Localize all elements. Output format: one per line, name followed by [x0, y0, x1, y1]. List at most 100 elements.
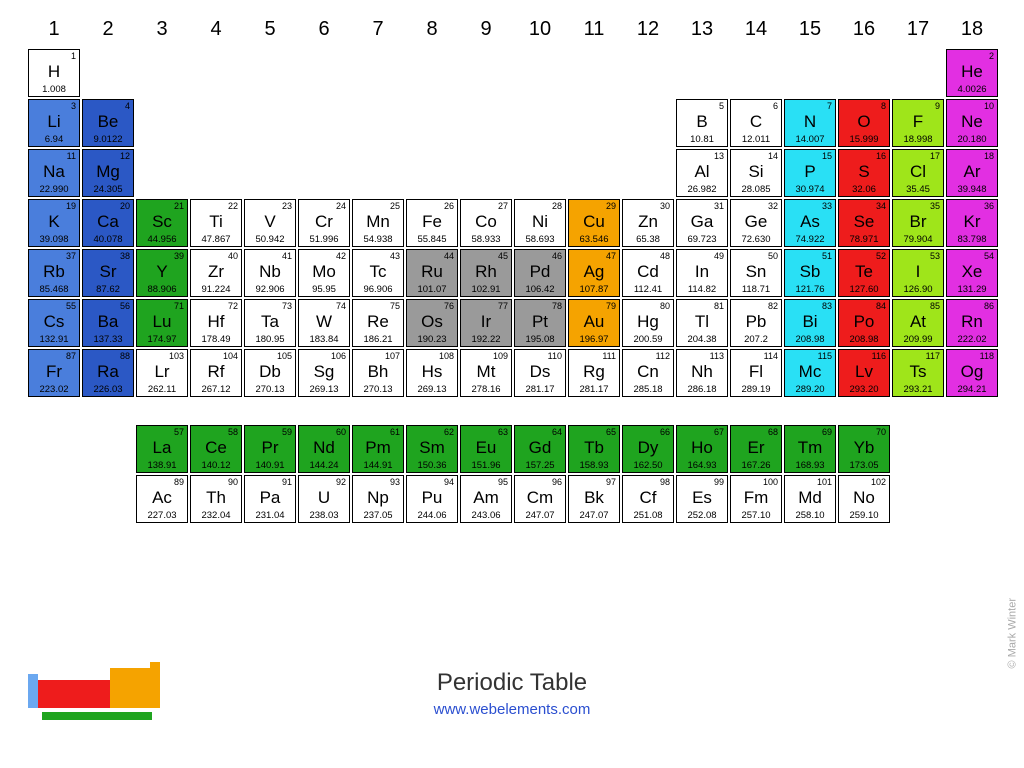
element-Ac: 89Ac227.03 — [136, 475, 188, 523]
element-symbol: Se — [839, 213, 889, 230]
element-Y: 39Y88.906 — [136, 249, 188, 297]
atomic-weight: 121.76 — [785, 285, 835, 295]
atomic-number: 53 — [930, 252, 940, 261]
element-symbol: Ar — [947, 163, 997, 180]
element-symbol: Lv — [839, 363, 889, 380]
atomic-weight: 281.17 — [515, 385, 565, 395]
element-symbol: Sn — [731, 263, 781, 280]
atomic-number: 37 — [66, 252, 76, 261]
atomic-number: 12 — [120, 152, 130, 161]
atomic-number: 47 — [606, 252, 616, 261]
atomic-weight: 183.84 — [299, 335, 349, 345]
atomic-number: 30 — [660, 202, 670, 211]
atomic-weight: 65.38 — [623, 235, 673, 245]
element-symbol: U — [299, 489, 349, 506]
atomic-weight: 204.38 — [677, 335, 727, 345]
lanthanide-row: 57La138.9158Ce140.1259Pr140.9160Nd144.24… — [136, 425, 1000, 473]
element-Fr: 87Fr223.02 — [28, 349, 80, 397]
element-Pu: 94Pu244.06 — [406, 475, 458, 523]
period-row-5: 37Rb85.46838Sr87.6239Y88.90640Zr91.22441… — [28, 249, 1000, 297]
element-symbol: Cu — [569, 213, 619, 230]
atomic-weight: 144.91 — [353, 461, 403, 471]
element-Ds: 110Ds281.17 — [514, 349, 566, 397]
atomic-weight: 74.922 — [785, 235, 835, 245]
element-Lv: 116Lv293.20 — [838, 349, 890, 397]
atomic-number: 36 — [984, 202, 994, 211]
atomic-weight: 26.982 — [677, 185, 727, 195]
element-symbol: Pr — [245, 439, 295, 456]
element-symbol: Bh — [353, 363, 403, 380]
element-Br: 35Br79.904 — [892, 199, 944, 247]
element-symbol: Nh — [677, 363, 727, 380]
element-Ho: 67Ho164.93 — [676, 425, 728, 473]
element-Cf: 98Cf251.08 — [622, 475, 674, 523]
period-row-3: 11Na22.99012Mg24.30513Al26.98214Si28.085… — [28, 149, 1000, 197]
atomic-weight: 112.41 — [623, 285, 673, 295]
element-Ra: 88Ra226.03 — [82, 349, 134, 397]
atomic-weight: 85.468 — [29, 285, 79, 295]
element-symbol: Nb — [245, 263, 295, 280]
element-Cr: 24Cr51.996 — [298, 199, 350, 247]
atomic-number: 67 — [714, 428, 724, 437]
element-symbol: Kr — [947, 213, 997, 230]
f-block: 57La138.9158Ce140.1259Pr140.9160Nd144.24… — [28, 425, 1000, 523]
atomic-weight: 92.906 — [245, 285, 295, 295]
atomic-weight: 231.04 — [245, 511, 295, 521]
period-row-6: 55Cs132.9156Ba137.3371Lu174.9772Hf178.49… — [28, 299, 1000, 347]
atomic-number: 54 — [984, 252, 994, 261]
atomic-weight: 164.93 — [677, 461, 727, 471]
element-O: 8O15.999 — [838, 99, 890, 147]
atomic-weight: 47.867 — [191, 235, 241, 245]
atomic-number: 89 — [174, 478, 184, 487]
atomic-weight: 12.011 — [731, 135, 781, 145]
element-symbol: Mg — [83, 163, 133, 180]
atomic-weight: 15.999 — [839, 135, 889, 145]
element-Eu: 63Eu151.96 — [460, 425, 512, 473]
atomic-weight: 200.59 — [623, 335, 673, 345]
atomic-number: 44 — [444, 252, 454, 261]
atomic-number: 64 — [552, 428, 562, 437]
atomic-weight: 209.99 — [893, 335, 943, 345]
element-No: 102No259.10 — [838, 475, 890, 523]
element-symbol: W — [299, 313, 349, 330]
group-label-7: 7 — [352, 18, 404, 41]
element-symbol: Dy — [623, 439, 673, 456]
element-Os: 76Os190.23 — [406, 299, 458, 347]
element-Ta: 73Ta180.95 — [244, 299, 296, 347]
element-Re: 75Re186.21 — [352, 299, 404, 347]
element-Ru: 44Ru101.07 — [406, 249, 458, 297]
element-symbol: Sr — [83, 263, 133, 280]
atomic-weight: 55.845 — [407, 235, 457, 245]
element-symbol: Fr — [29, 363, 79, 380]
element-Al: 13Al26.982 — [676, 149, 728, 197]
element-P: 15P30.974 — [784, 149, 836, 197]
atomic-number: 11 — [67, 152, 76, 161]
element-symbol: Sg — [299, 363, 349, 380]
element-symbol: Db — [245, 363, 295, 380]
group-label-9: 9 — [460, 18, 512, 41]
element-Si: 14Si28.085 — [730, 149, 782, 197]
atomic-number: 107 — [385, 352, 400, 361]
atomic-number: 17 — [930, 152, 940, 161]
element-Hs: 108Hs269.13 — [406, 349, 458, 397]
atomic-number: 102 — [871, 478, 886, 487]
element-B: 5B10.81 — [676, 99, 728, 147]
atomic-weight: 244.06 — [407, 511, 457, 521]
atomic-number: 2 — [989, 52, 994, 61]
atomic-number: 103 — [169, 352, 184, 361]
element-symbol: Rf — [191, 363, 241, 380]
atomic-weight: 24.305 — [83, 185, 133, 195]
atomic-number: 85 — [930, 302, 940, 311]
element-Ca: 20Ca40.078 — [82, 199, 134, 247]
element-K: 19K39.098 — [28, 199, 80, 247]
element-Ce: 58Ce140.12 — [190, 425, 242, 473]
element-W: 74W183.84 — [298, 299, 350, 347]
atomic-weight: 259.10 — [839, 511, 889, 521]
atomic-number: 10 — [984, 102, 994, 111]
atomic-weight: 270.13 — [245, 385, 295, 395]
atomic-number: 51 — [822, 252, 832, 261]
atomic-number: 114 — [764, 352, 778, 361]
element-Kr: 36Kr83.798 — [946, 199, 998, 247]
element-symbol: Lr — [137, 363, 187, 380]
atomic-number: 5 — [719, 102, 724, 111]
